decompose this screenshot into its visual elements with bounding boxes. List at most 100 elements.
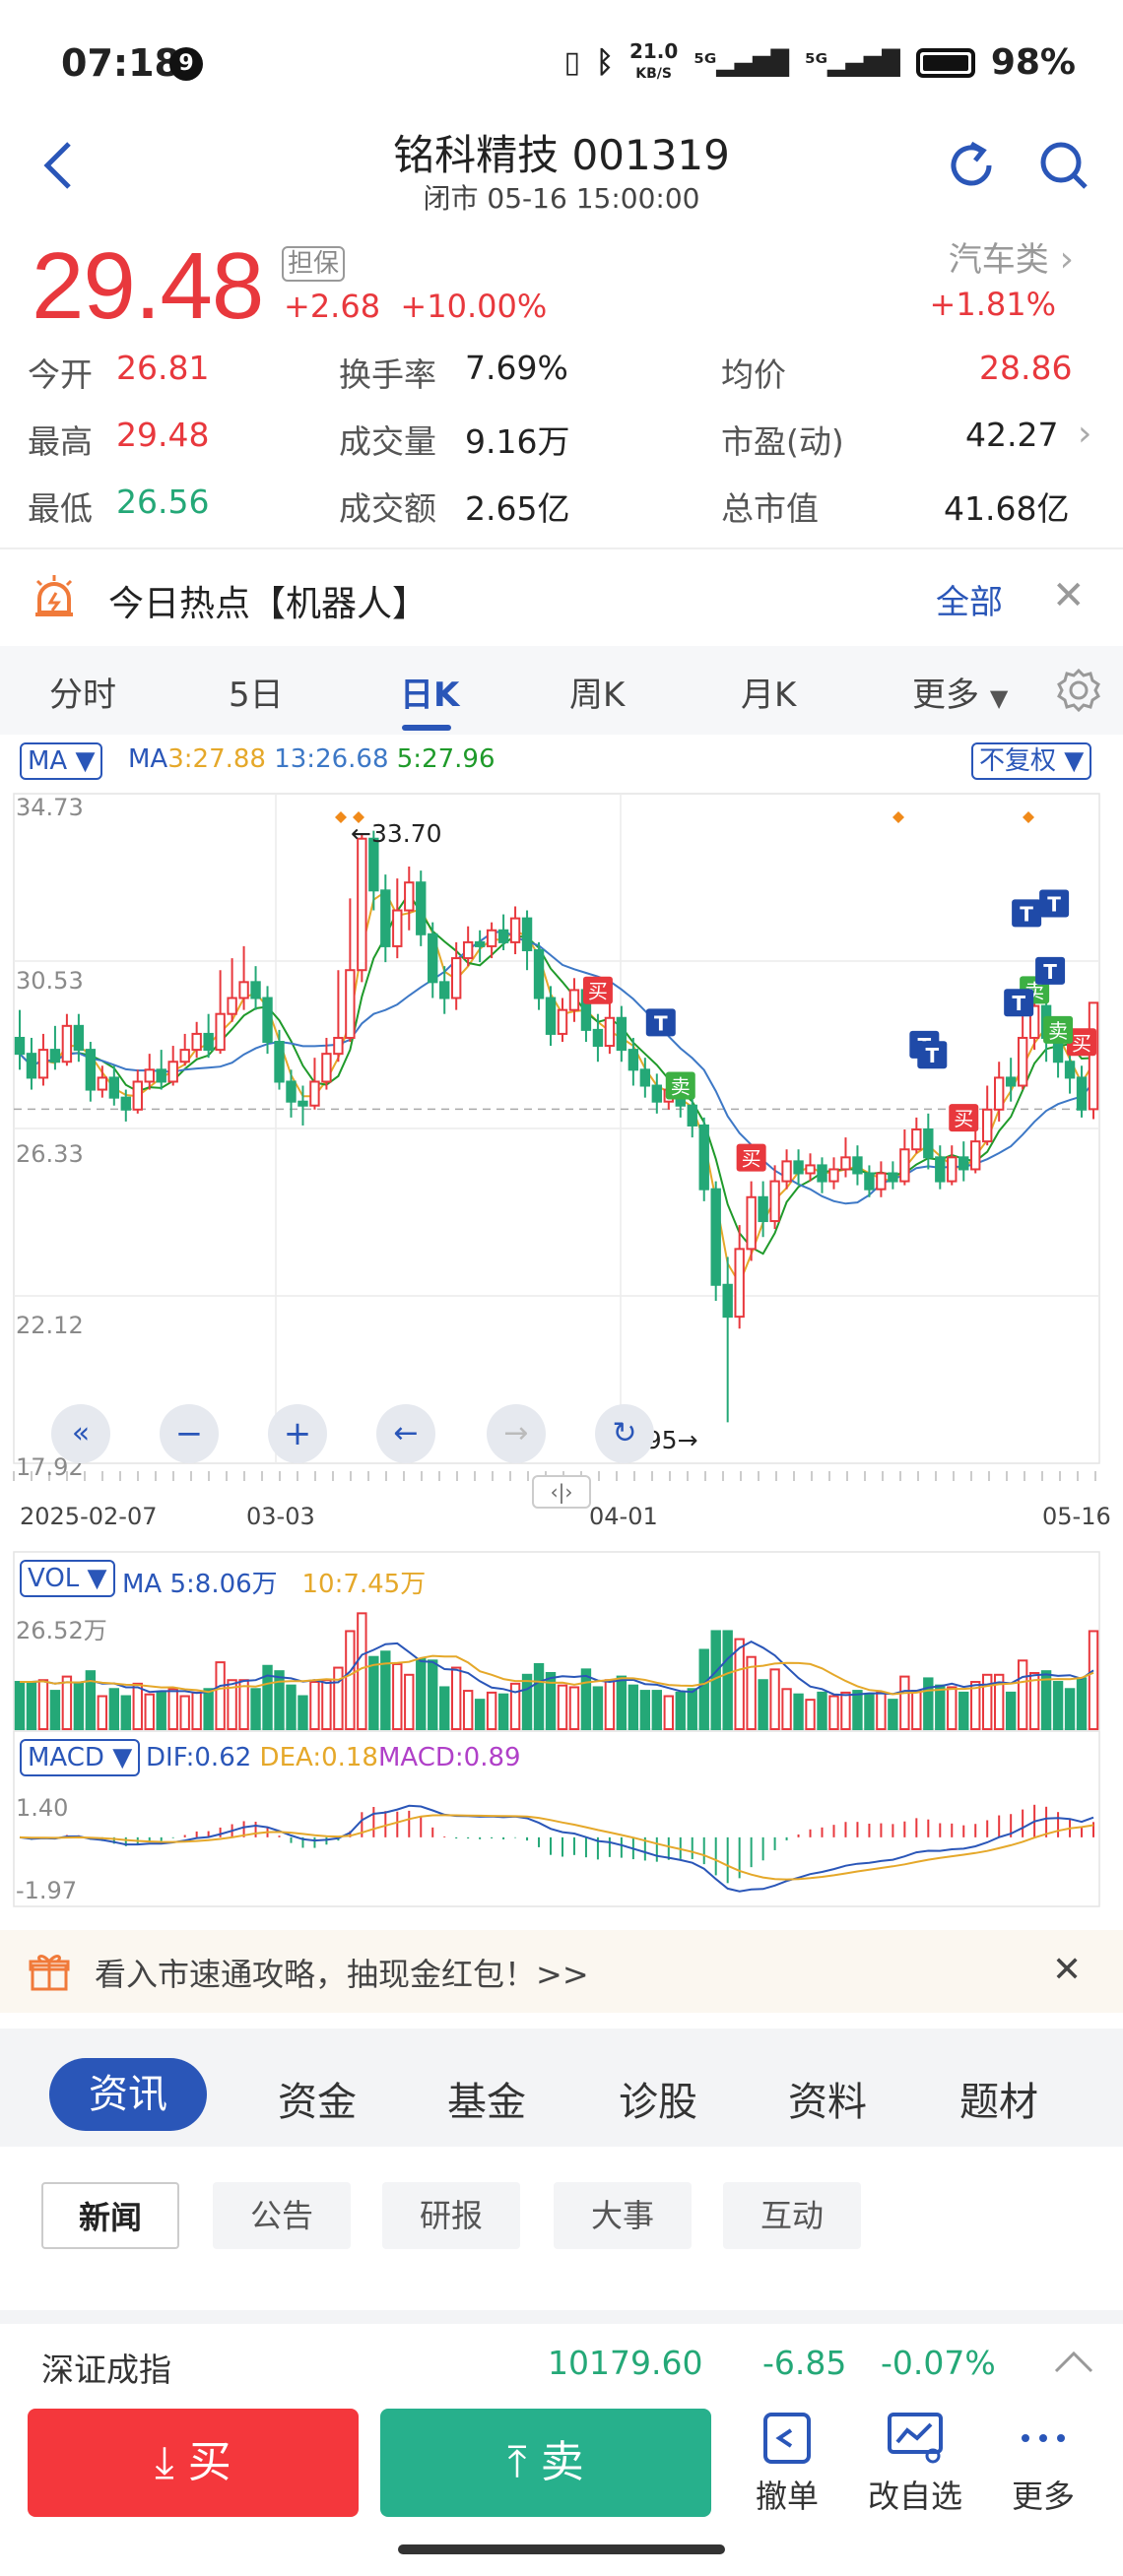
buy-marker (582, 976, 613, 1004)
status-bar: 07:18 9 ▯ ᛒ 21.0 KB/S ⁵ᴳ▂▄▆█ ⁵ᴳ▂▄▆█ 98% (0, 0, 1123, 118)
volume-bar (14, 1681, 26, 1730)
event-marker (1023, 811, 1034, 823)
volume-bar (734, 1638, 745, 1731)
volume-bar (297, 1695, 308, 1730)
subtab-interaction[interactable]: 互动 (723, 2182, 861, 2249)
arrow-left-icon[interactable]: ← (376, 1404, 435, 1463)
macd-indicator-select[interactable]: MACD ▼ (20, 1739, 141, 1776)
index-value: 10179.60 (548, 2344, 703, 2382)
zoom-out-icon[interactable]: − (160, 1404, 219, 1463)
candle-body (568, 989, 580, 1011)
search-icon[interactable] (1034, 136, 1093, 195)
caret-down-icon: ▼ (989, 684, 1009, 712)
stat-label: 总市值 (721, 489, 819, 528)
tab-fund[interactable]: 基金 (447, 2080, 526, 2125)
macd-legend: DIF:0.62 DEA:0.18MACD:0.89 (146, 1743, 521, 1772)
candle-body (651, 1084, 663, 1103)
subtab-announcements[interactable]: 公告 (213, 2182, 351, 2249)
stat-label: 今开 (28, 355, 93, 394)
subtab-events[interactable]: 大事 (554, 2182, 692, 2249)
adjust-select[interactable]: 不复权 ▼ (971, 742, 1092, 780)
zoom-in-icon[interactable]: + (268, 1404, 327, 1463)
candle-body (545, 997, 557, 1035)
index-ticker[interactable]: 深证成指 10179.60 -6.85 -0.07% (0, 2310, 1123, 2399)
candle-body (333, 1036, 344, 1056)
candle-body (1064, 1061, 1076, 1079)
volume-bar (428, 1659, 438, 1731)
arrow-right-icon[interactable]: → (487, 1404, 546, 1463)
gear-icon[interactable] (1056, 668, 1101, 713)
refresh-icon[interactable] (942, 136, 1001, 195)
buy-button[interactable]: ⤓ 买 (28, 2409, 359, 2517)
t-marker (645, 1008, 676, 1037)
tab-weekly-k[interactable]: 周K (569, 676, 626, 715)
chevron-right-icon[interactable]: › (1078, 414, 1092, 454)
ma-prefix: MA (128, 744, 168, 774)
tab-5day[interactable]: 5日 (229, 676, 284, 715)
hot-topic-row[interactable]: 今日热点【机器人】 全部 ✕ (0, 551, 1123, 646)
buy-marker (736, 1143, 766, 1172)
volume-bar (85, 1670, 97, 1730)
volume-bar (333, 1666, 344, 1731)
tab-diagnosis[interactable]: 诊股 (619, 2080, 697, 2125)
tab-monthly-k[interactable]: 月K (741, 676, 797, 715)
tab-capital[interactable]: 资金 (278, 2080, 357, 2125)
volume-bar (368, 1655, 379, 1731)
stat-value: 26.56 (116, 483, 210, 521)
sell-icon: ⤒ (507, 2437, 527, 2487)
margin-badge[interactable]: 担保 (282, 246, 346, 282)
candle-body (947, 1156, 958, 1183)
tab-intraday[interactable]: 分时 (49, 676, 116, 715)
more-dots-icon (1022, 2434, 1065, 2442)
subtab-research[interactable]: 研报 (382, 2182, 520, 2249)
buy-marker-label: 买 (1072, 1031, 1091, 1055)
tab-profile[interactable]: 资料 (788, 2080, 867, 2125)
tab-news[interactable]: 资讯 (49, 2058, 207, 2131)
tab-more[interactable]: 更多 ▼ (912, 676, 1009, 715)
volume-bar (167, 1688, 178, 1730)
sector-link[interactable]: 汽车类 › (948, 239, 1074, 280)
edit-watchlist-button[interactable]: 改自选 (861, 2411, 969, 2517)
buy-marker-label: 买 (588, 980, 608, 1003)
vol-indicator-select[interactable]: VOL ▼ (20, 1560, 115, 1597)
cancel-order-button[interactable]: 撤单 (733, 2411, 841, 2517)
subtab-news[interactable]: 新闻 (41, 2182, 179, 2249)
tab-daily-k[interactable]: 日K (400, 676, 460, 715)
candle-body (781, 1160, 792, 1183)
more-button[interactable]: 更多 (989, 2411, 1097, 2517)
volume-bar (888, 1699, 898, 1730)
reset-icon[interactable]: ↻ (595, 1404, 654, 1463)
kline-chart[interactable]: 买买买买卖卖卖TTTTTTT (0, 735, 1123, 1916)
close-icon[interactable]: ✕ (1052, 573, 1086, 618)
volume-bar (840, 1691, 851, 1731)
rewind-icon[interactable]: « (51, 1404, 110, 1463)
buy-marker (949, 1104, 979, 1132)
candle-body (793, 1160, 804, 1175)
drag-handle[interactable]: ‹|› (532, 1475, 591, 1509)
hot-topic-text[interactable]: 今日热点【机器人】 (108, 584, 429, 624)
close-icon[interactable]: ✕ (1052, 1950, 1083, 1990)
stat-value: 9.16万 (465, 422, 570, 461)
candle-body (687, 1104, 697, 1127)
candle-body (486, 929, 497, 947)
candle-body (439, 981, 450, 999)
indicator-select[interactable]: MA ▼ (20, 742, 103, 780)
candle-body (628, 1049, 639, 1071)
stat-label[interactable]: 市盈(动) (721, 422, 844, 461)
t-marker-label: T (925, 1044, 939, 1067)
volume-bar (392, 1662, 403, 1730)
sell-button[interactable]: ⤒ 卖 (380, 2409, 711, 2517)
volume-bar (746, 1655, 757, 1731)
hot-all-link[interactable]: 全部 (936, 583, 1003, 622)
buy-marker (1067, 1028, 1097, 1057)
tab-theme[interactable]: 题材 (959, 2080, 1038, 2125)
volume-bar (935, 1684, 946, 1731)
chevron-up-icon[interactable] (1052, 2348, 1095, 2375)
signal-5g-icon: ⁵ᴳ▂▄▆█ (694, 48, 790, 77)
candle-body (238, 981, 249, 999)
banner-text[interactable]: 看入市速通攻略，抽现金红包！>> (95, 1956, 589, 1993)
active-tab-indicator (402, 725, 451, 731)
volume-bar (49, 1690, 61, 1731)
back-icon[interactable] (35, 136, 85, 195)
promo-banner[interactable]: 看入市速通攻略，抽现金红包！>> ✕ (0, 1930, 1123, 2013)
